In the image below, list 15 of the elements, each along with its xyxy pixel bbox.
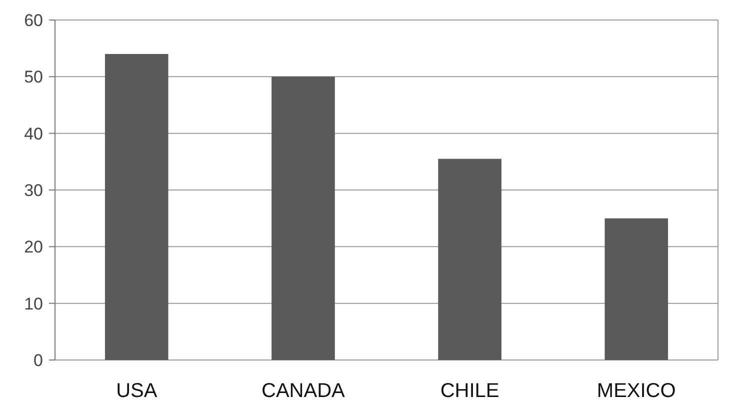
x-tick-label: USA xyxy=(116,380,158,402)
y-tick-label: 0 xyxy=(34,350,43,370)
y-tick-label: 60 xyxy=(24,10,43,30)
x-tick-label: MEXICO xyxy=(596,380,676,402)
bar xyxy=(104,54,168,360)
bar xyxy=(438,158,502,360)
x-tick-label: CANADA xyxy=(262,380,346,402)
x-tick-label: CHILE xyxy=(440,380,500,402)
y-tick-label: 50 xyxy=(24,68,43,87)
y-tick-label: 30 xyxy=(24,180,43,200)
bar xyxy=(272,76,335,360)
y-tick-label: 10 xyxy=(24,294,43,314)
bar xyxy=(604,218,668,360)
y-tick-label: 20 xyxy=(24,238,43,257)
y-tick-label: 40 xyxy=(24,124,43,144)
